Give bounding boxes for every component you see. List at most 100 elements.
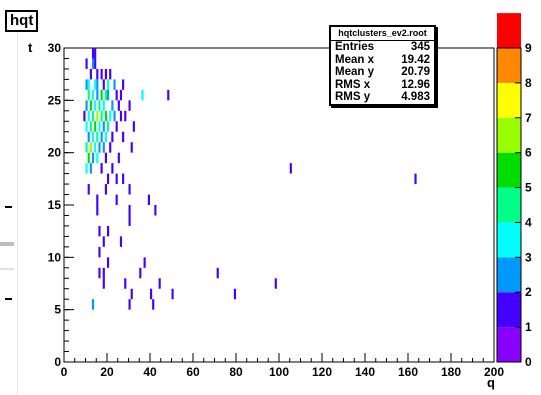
palette-swatch <box>497 48 521 83</box>
stats-title: hqtclusters_ev2.root <box>331 27 434 41</box>
heatmap-cell <box>152 299 155 310</box>
heatmap-cell <box>91 48 95 59</box>
y-tick-label: 20 <box>48 146 62 160</box>
heatmap-cell <box>85 79 88 90</box>
heatmap-cell <box>98 100 101 111</box>
palette-tick-label: 3 <box>525 250 532 264</box>
y-tick-label: 5 <box>54 303 61 317</box>
heatmap-cell <box>96 110 99 122</box>
heatmap-cell <box>100 131 103 143</box>
x-tick-label: 120 <box>312 365 332 379</box>
heatmap-cell <box>85 163 88 174</box>
heatmap-cell <box>143 257 146 268</box>
heatmap-cell <box>141 89 144 101</box>
stats-row-rms-x: RMS x 12.96 <box>331 79 434 92</box>
heatmap-cell <box>85 58 88 69</box>
heatmap-cell <box>117 152 120 164</box>
heatmap-cell <box>124 278 127 289</box>
heatmap-cell <box>100 68 103 80</box>
heatmap-cell <box>122 173 125 185</box>
heatmap-cell <box>147 194 150 205</box>
heatmap-cell <box>96 194 99 205</box>
palette-swatch <box>497 152 521 188</box>
palette-swatch <box>497 222 521 258</box>
heatmap-cell <box>98 121 101 132</box>
heatmap-cell <box>119 110 123 122</box>
heatmap-cell <box>98 267 101 279</box>
heatmap-cell <box>104 110 107 122</box>
heatmap-cell <box>128 184 131 195</box>
heatmap-cell <box>115 194 118 205</box>
heatmap-cell <box>107 257 110 268</box>
y-tick-label: 0 <box>54 355 61 369</box>
heatmap-cell <box>104 68 107 80</box>
heatmap-cell <box>87 184 90 195</box>
stats-row-entries: Entries 345 <box>331 41 434 54</box>
stats-value: 4.983 <box>401 91 430 103</box>
heatmap-cell <box>216 267 219 279</box>
heatmap-cell <box>128 215 131 226</box>
heatmap-cell <box>107 89 110 101</box>
heatmap-cell <box>94 121 97 132</box>
palette-swatch <box>497 257 521 293</box>
palette-swatch <box>497 82 521 118</box>
heatmap-cell <box>154 205 157 216</box>
heatmap-cell <box>115 89 118 101</box>
y-tick-label: 15 <box>48 198 62 212</box>
heatmap-cell <box>87 79 90 90</box>
heatmap-cell <box>87 131 90 143</box>
heatmap-cell <box>87 89 90 101</box>
heatmap-cell <box>274 278 277 289</box>
palette-tick-label: 1 <box>525 320 532 334</box>
heatmap-cell <box>128 205 131 216</box>
y-tick-label: 30 <box>48 41 62 55</box>
heatmap-cell <box>89 163 92 174</box>
palette-tick-label: 7 <box>525 111 532 125</box>
heatmap-cell <box>104 131 107 143</box>
heatmap-cell <box>102 79 105 90</box>
heatmap-cell <box>100 89 103 101</box>
stats-label: Mean y <box>335 66 374 78</box>
palette-tick-label: 4 <box>525 215 532 229</box>
heatmap-cell <box>113 79 116 90</box>
heatmap-cell <box>87 110 90 122</box>
stats-row-mean-y: Mean y 20.79 <box>331 66 434 79</box>
heatmap-cell <box>91 89 95 101</box>
stats-label: RMS x <box>335 78 371 91</box>
stats-label: Mean x <box>335 53 374 66</box>
stats-value: 345 <box>410 41 430 53</box>
x-tick-label: 140 <box>355 365 375 379</box>
heatmap-cell <box>85 100 88 111</box>
heatmap-cell <box>85 121 88 132</box>
heatmap-cell <box>130 288 133 300</box>
stats-label: RMS y <box>335 91 371 103</box>
window-edge-mark <box>5 206 12 208</box>
heatmap-cell <box>102 278 105 289</box>
x-tick-label: 80 <box>229 365 243 379</box>
heatmap-cell <box>124 110 127 122</box>
heatmap-cell <box>96 205 99 216</box>
x-tick-label: 40 <box>143 365 157 379</box>
heatmap-cell <box>132 121 135 132</box>
palette-tick-label: 0 <box>525 355 532 369</box>
heatmap-cell <box>122 131 125 143</box>
stats-value: 19.42 <box>401 53 430 66</box>
x-tick-label: 200 <box>484 365 504 379</box>
heatmap-cell <box>128 100 131 111</box>
heatmap-cell <box>104 152 107 164</box>
heatmap-cell <box>102 236 105 247</box>
palette-tick-label: 2 <box>525 285 532 299</box>
x-tick-label: 180 <box>441 365 461 379</box>
palette-swatch <box>497 13 521 48</box>
heatmap-cell <box>115 121 118 132</box>
heatmap-cell <box>94 100 97 111</box>
y-axis-title: t <box>28 40 33 55</box>
heatmap-cell <box>102 142 105 153</box>
heatmap-cell <box>102 100 105 111</box>
palette-frame <box>496 47 522 363</box>
heatmap-cell <box>111 131 114 143</box>
stats-label: Entries <box>335 41 374 53</box>
heatmap-cell <box>89 142 92 153</box>
heatmap-cell <box>83 110 86 122</box>
